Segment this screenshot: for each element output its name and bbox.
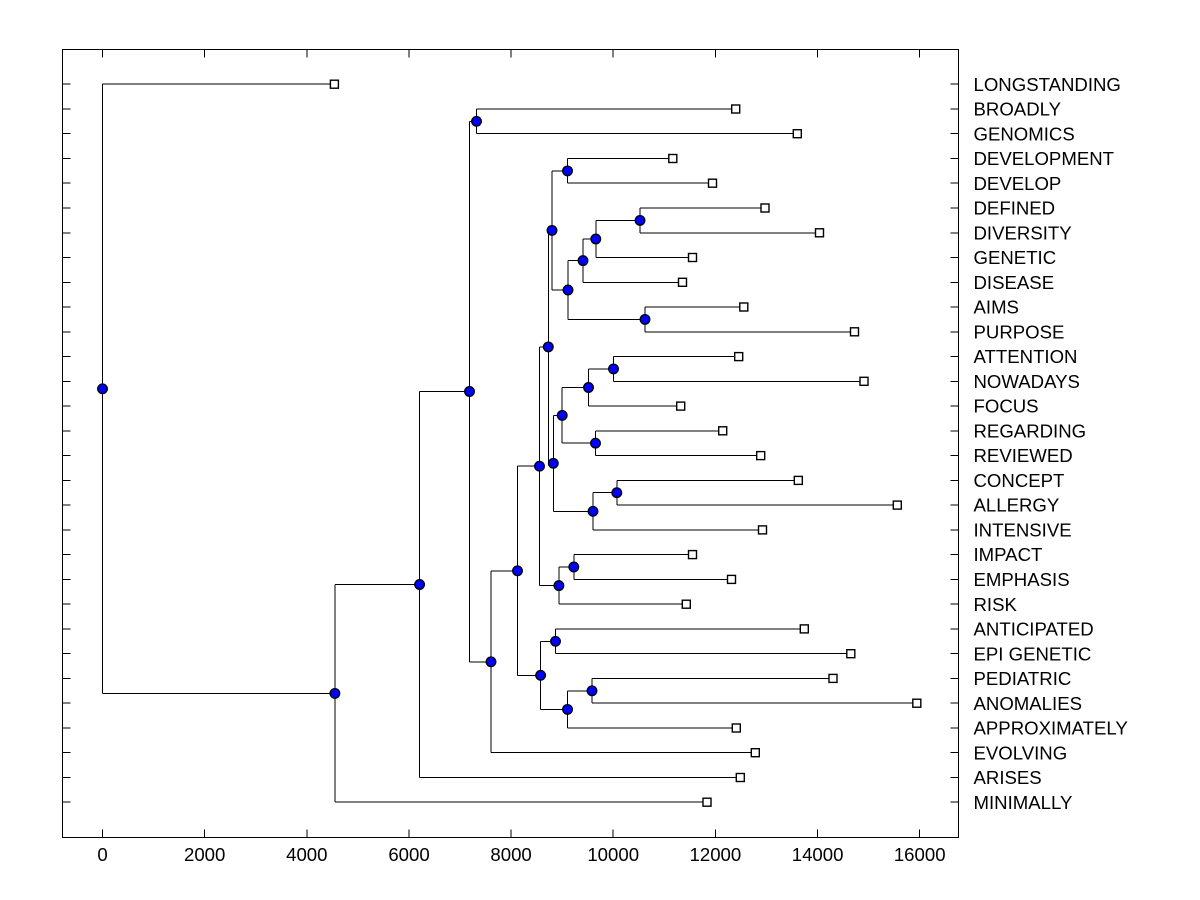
svg-text:FOCUS: FOCUS: [974, 396, 1039, 417]
svg-text:GENOMICS: GENOMICS: [974, 123, 1075, 144]
svg-text:EPI GENETIC: EPI GENETIC: [974, 643, 1092, 664]
svg-text:AIMS: AIMS: [974, 297, 1019, 318]
svg-text:EMPHASIS: EMPHASIS: [974, 569, 1070, 590]
svg-text:4000: 4000: [286, 844, 327, 865]
svg-text:16000: 16000: [894, 844, 946, 865]
svg-text:DEVELOPMENT: DEVELOPMENT: [974, 148, 1115, 169]
svg-text:DEVELOP: DEVELOP: [974, 173, 1062, 194]
svg-text:DISEASE: DISEASE: [974, 272, 1055, 293]
svg-text:ANTICIPATED: ANTICIPATED: [974, 619, 1094, 640]
svg-text:REVIEWED: REVIEWED: [974, 445, 1073, 466]
svg-text:ALLERGY: ALLERGY: [974, 495, 1060, 516]
svg-text:APPROXIMATELY: APPROXIMATELY: [974, 718, 1128, 739]
svg-text:GENETIC: GENETIC: [974, 247, 1057, 268]
svg-text:DIVERSITY: DIVERSITY: [974, 222, 1072, 243]
svg-text:BROADLY: BROADLY: [974, 99, 1062, 120]
svg-text:CONCEPT: CONCEPT: [974, 470, 1065, 491]
svg-text:12000: 12000: [690, 844, 742, 865]
svg-text:EVOLVING: EVOLVING: [974, 742, 1068, 763]
svg-text:14000: 14000: [792, 844, 844, 865]
svg-text:NOWADAYS: NOWADAYS: [974, 371, 1080, 392]
svg-text:ARISES: ARISES: [974, 767, 1042, 788]
svg-text:8000: 8000: [490, 844, 531, 865]
svg-text:IMPACT: IMPACT: [974, 544, 1043, 565]
svg-text:PURPOSE: PURPOSE: [974, 321, 1065, 342]
svg-text:ANOMALIES: ANOMALIES: [974, 693, 1083, 714]
svg-text:INTENSIVE: INTENSIVE: [974, 520, 1072, 541]
svg-text:REGARDING: REGARDING: [974, 420, 1087, 441]
svg-text:10000: 10000: [587, 844, 639, 865]
svg-text:RISK: RISK: [974, 594, 1018, 615]
svg-text:LONGSTANDING: LONGSTANDING: [974, 74, 1121, 95]
svg-text:PEDIATRIC: PEDIATRIC: [974, 668, 1072, 689]
svg-text:ATTENTION: ATTENTION: [974, 346, 1078, 367]
svg-text:0: 0: [97, 844, 107, 865]
svg-text:DEFINED: DEFINED: [974, 198, 1056, 219]
svg-text:2000: 2000: [184, 844, 225, 865]
svg-text:6000: 6000: [388, 844, 429, 865]
svg-text:MINIMALLY: MINIMALLY: [974, 792, 1073, 813]
